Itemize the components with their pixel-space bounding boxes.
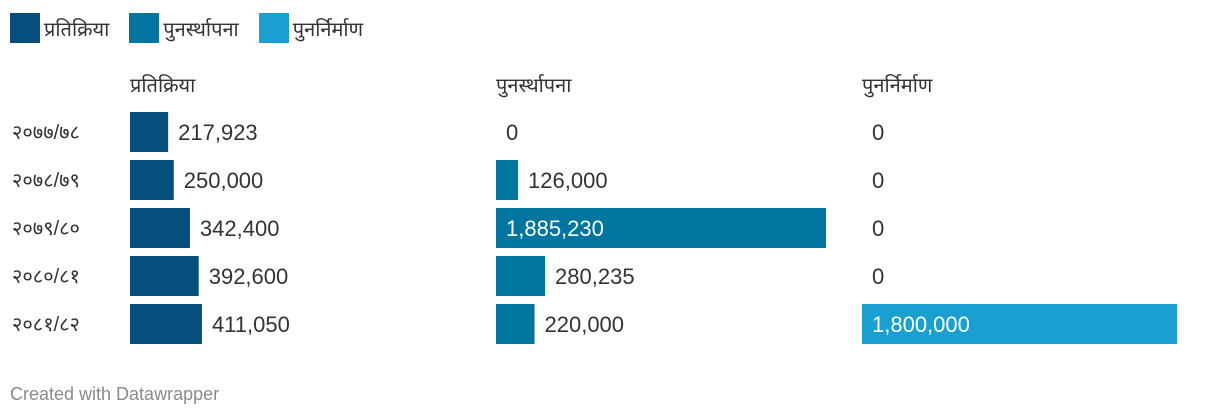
legend-item-reconstruction: पुनर्निर्माण [258, 13, 364, 43]
data-label: 0 [872, 216, 884, 241]
legend: प्रतिक्रिया पुनर्स्थापना पुनर्निर्माण [10, 12, 383, 44]
footer-credit: Created with Datawrapper [10, 384, 220, 404]
row-label: २०८०/८१ [12, 266, 80, 288]
legend-label-reconstruction: पुनर्निर्माण [292, 18, 364, 41]
data-label: 411,050 [212, 312, 290, 337]
data-label: 1,885,230 [506, 216, 604, 241]
row-label: २०७७/७८ [12, 122, 80, 144]
column-header: प्रतिक्रिया [130, 74, 196, 97]
legend-label-response: प्रतिक्रिया [44, 18, 110, 41]
bar [496, 256, 546, 296]
bar [496, 160, 519, 200]
legend-swatch-restoration [129, 13, 160, 43]
data-label: 126,000 [528, 168, 608, 193]
bar [496, 304, 535, 344]
bar [130, 256, 199, 296]
bar [130, 208, 190, 248]
bar [130, 304, 202, 344]
bar [496, 208, 826, 248]
data-label: 1,800,000 [872, 312, 970, 337]
bar [130, 160, 174, 200]
bar [862, 304, 1178, 344]
row-label: २०८१/८२ [12, 314, 80, 336]
legend-item-response: प्रतिक्रिया [10, 13, 109, 43]
data-label: 342,400 [200, 216, 280, 241]
data-label: 0 [872, 120, 884, 145]
legend-label-restoration: पुनर्स्थापना [163, 18, 239, 41]
legend-swatch-response [10, 13, 40, 43]
data-label: 392,600 [209, 264, 289, 289]
data-label: 0 [506, 120, 518, 145]
legend-swatch-reconstruction [258, 13, 289, 43]
row-label: २०७९/८० [12, 218, 80, 240]
split-bar-chart: प्रतिक्रिया पुनर्स्थापना पुनर्निर्माण २०७७/… [12, 74, 1178, 344]
bar [130, 112, 169, 152]
column-header: पुनर्स्थापना [496, 74, 572, 98]
column-header: पुनर्निर्माण [862, 74, 933, 98]
data-label: 217,923 [178, 120, 258, 145]
data-label: 280,235 [555, 264, 635, 289]
data-label: 0 [872, 168, 884, 193]
data-label: 0 [872, 264, 884, 289]
data-label: 220,000 [545, 312, 625, 337]
data-label: 250,000 [184, 168, 264, 193]
legend-item-restoration: पुनर्स्थापना [129, 13, 239, 43]
row-label: २०७८/७९ [12, 170, 80, 192]
